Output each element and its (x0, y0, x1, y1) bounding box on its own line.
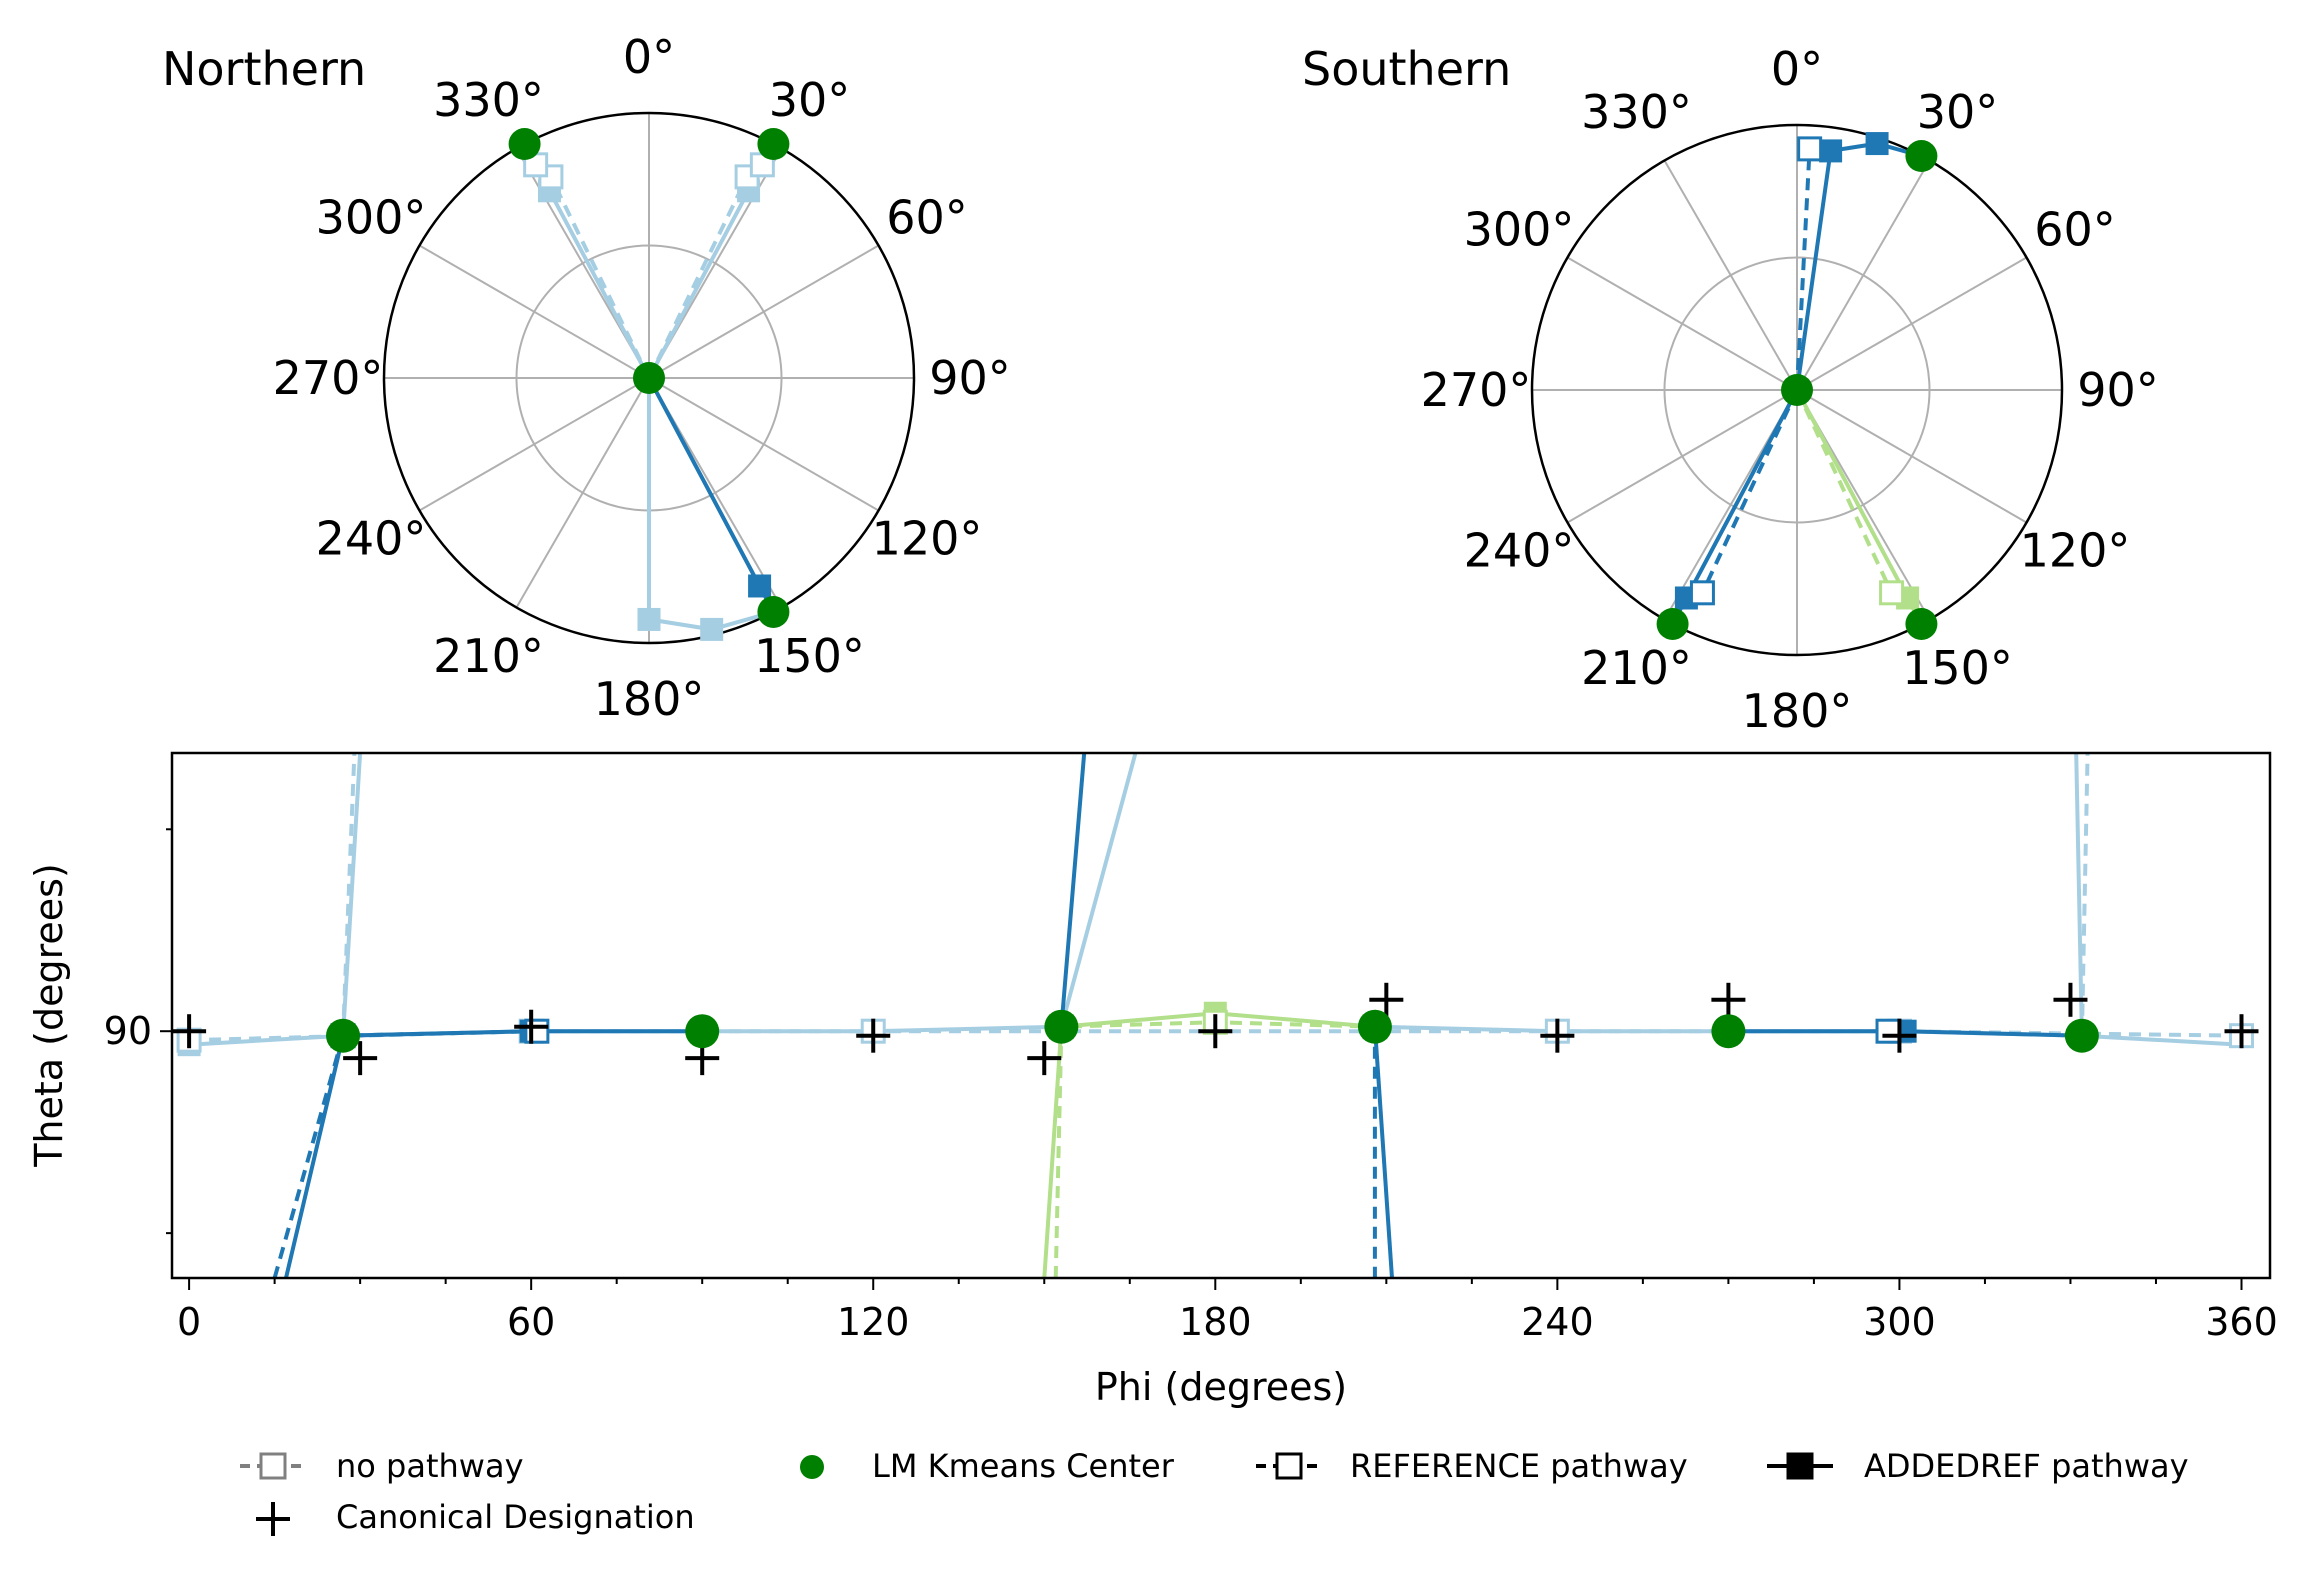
series-marker (1689, 580, 1715, 606)
series-line (1795, 389, 1894, 594)
svg-text:no pathway: no pathway (336, 1447, 524, 1485)
series-line (2081, 1033, 2242, 1047)
kmeans-center (1656, 607, 1689, 640)
angle-label: 210° (433, 629, 544, 683)
x-tick-label: 60 (507, 1300, 555, 1344)
kmeans-center (1711, 1014, 1746, 1049)
kmeans-center (1905, 140, 1938, 173)
angle-label: 240° (1464, 524, 1575, 578)
series-line (2079, 753, 2090, 1036)
series-line (1795, 141, 1922, 391)
series-line (1700, 389, 1799, 594)
angle-label: 0° (623, 30, 675, 84)
x-tick-label: 300 (1863, 1300, 1936, 1344)
northern-polar-plot: 0° 30° 60° 90° 120° 150° 180° 210° 240° 270° 300° 3… (162, 30, 1011, 726)
angle-label: 180° (1742, 684, 1853, 738)
kmeans-center (633, 362, 665, 394)
polar-outline (1530, 123, 2064, 657)
series-line (1372, 1026, 1394, 1278)
angle-label: 300° (1464, 203, 1575, 257)
series-line (1053, 1020, 1375, 1278)
svg-text:ADDEDREF pathway: ADDEDREF pathway (1864, 1447, 2189, 1485)
phi-theta-plot: 0 60 120 180 240 300 360 90 Phi (degrees) Thet… (27, 751, 2278, 1409)
series-marker (637, 607, 661, 631)
angle-label: 60° (886, 191, 968, 245)
legend: no pathway LM Kmeans Center REFERENCE pa… (240, 1447, 2189, 1536)
grid-ring (1663, 256, 1931, 524)
series-line (647, 378, 774, 632)
svg-text:Canonical Designation: Canonical Designation (336, 1498, 695, 1536)
series-marker (1819, 139, 1843, 163)
angle-label: 30° (1917, 85, 1999, 139)
x-tick-label: 120 (837, 1300, 910, 1344)
angle-label: 300° (316, 191, 427, 245)
series-line (1042, 1011, 1376, 1278)
y-axis-label: Theta (degrees) (27, 863, 71, 1168)
angle-label: 240° (316, 512, 427, 566)
kmeans-center (1044, 1009, 1079, 1044)
southern-title: Southern (1302, 42, 1511, 96)
northern-title: Northern (162, 42, 366, 96)
angle-label: 270° (273, 351, 384, 405)
angle-label: 120° (2020, 524, 2131, 578)
angle-label: 150° (1902, 641, 2013, 695)
x-tick-label: 360 (2205, 1300, 2278, 1344)
series-line (1795, 148, 1812, 391)
svg-text:REFERENCE pathway: REFERENCE pathway (1350, 1447, 1688, 1485)
series-marker (700, 617, 724, 641)
x-axis-label: Phi (degrees) (1095, 1365, 1347, 1409)
angle-label: 90° (929, 351, 1011, 405)
kmeans-center (508, 128, 541, 161)
angle-label: 330° (1581, 85, 1692, 139)
angle-label: 90° (2077, 363, 2159, 417)
angle-label: 120° (872, 512, 983, 566)
kmeans-center (757, 128, 790, 161)
angle-label: 210° (1581, 641, 1692, 695)
legend-item-kmeans-center: LM Kmeans Center (800, 1447, 1175, 1485)
angle-label: 0° (1771, 42, 1823, 96)
legend-item-addedref-pathway: ADDEDREF pathway (1767, 1447, 2189, 1485)
angle-label: 30° (769, 73, 851, 127)
series-marker (1865, 132, 1889, 156)
angle-label: 60° (2034, 203, 2116, 257)
kmeans-center (2064, 1018, 2099, 1053)
angle-label: 270° (1421, 363, 1532, 417)
kmeans-center (1781, 374, 1813, 406)
series-line (284, 1029, 703, 1278)
polar-outline (382, 111, 916, 645)
kmeans-center (326, 1018, 361, 1053)
y-tick-label: 90 (104, 1009, 152, 1053)
angle-label: 150° (754, 629, 865, 683)
angle-label: 330° (433, 73, 544, 127)
series-marker (1879, 580, 1905, 606)
kmeans-center (757, 595, 790, 628)
plot-frame (170, 751, 2272, 1280)
x-tick-label: 180 (1179, 1300, 1252, 1344)
series-line (1059, 753, 1138, 1028)
x-tick-label: 240 (1521, 1300, 1594, 1344)
kmeans-center (1357, 1009, 1392, 1044)
legend-item-no-pathway: no pathway (240, 1447, 524, 1485)
angle-label: 180° (594, 672, 705, 726)
series-marker (748, 574, 772, 598)
series-marker (1875, 1018, 1901, 1044)
southern-polar-plot: 0° 30° 60° 90° 120° 150° 180° 210° 240° 270° 300° 3… (1302, 42, 2159, 738)
x-tick-label: 0 (177, 1300, 201, 1344)
svg-text:LM Kmeans Center: LM Kmeans Center (872, 1447, 1175, 1485)
legend-item-reference-pathway: REFERENCE pathway (1256, 1447, 1688, 1485)
series-line (341, 753, 357, 1036)
kmeans-center (685, 1014, 720, 1049)
kmeans-center (1905, 607, 1938, 640)
legend-item-canonical-designation: Canonical Designation (256, 1498, 695, 1536)
series-marker (1797, 136, 1823, 162)
series-line (1059, 753, 1087, 1027)
